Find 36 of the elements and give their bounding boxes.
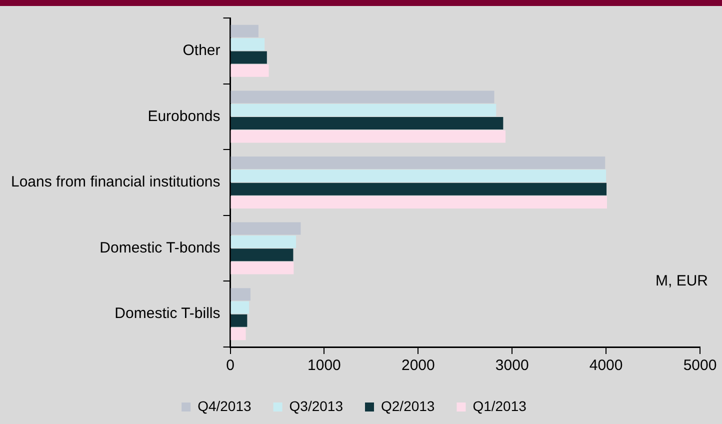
annotation: M, EUR	[656, 272, 708, 290]
bar	[230, 248, 294, 262]
x-tick-label: 4000	[589, 357, 623, 374]
x-tick-label: 0	[226, 357, 234, 374]
bar	[230, 235, 296, 248]
bar	[230, 301, 250, 314]
legend-label: Q1/2013	[472, 398, 527, 414]
x-tick-label: 2000	[401, 357, 435, 374]
bar	[230, 130, 506, 143]
y-tick-label: Loans from financial institutions	[10, 174, 220, 191]
y-tick-label: Domestic T-bills	[114, 305, 220, 322]
y-tick-label: Domestic T-bonds	[100, 239, 220, 256]
bar	[230, 182, 607, 196]
y-tick-label: Eurobonds	[148, 108, 220, 125]
bar	[230, 104, 496, 116]
bar	[230, 38, 265, 51]
bar	[230, 222, 301, 235]
legend-label: Q4/2013	[198, 398, 252, 414]
bar	[230, 90, 494, 104]
x-tick-label: 1000	[308, 357, 341, 374]
x-tick-label: 5000	[683, 357, 717, 374]
bar	[230, 156, 606, 170]
bar	[230, 288, 250, 301]
bar	[230, 51, 267, 64]
bar	[230, 170, 606, 182]
x-tick-label: 3000	[495, 357, 529, 374]
bar	[230, 24, 258, 38]
bar	[230, 117, 504, 130]
y-tick-label: Other	[182, 42, 220, 60]
bar	[230, 314, 248, 327]
bar	[230, 64, 269, 77]
legend-label: Q3/2013	[289, 398, 344, 414]
bar	[230, 262, 294, 274]
bar	[230, 328, 246, 340]
legend-label: Q2/2013	[381, 398, 435, 414]
bar	[230, 196, 607, 208]
